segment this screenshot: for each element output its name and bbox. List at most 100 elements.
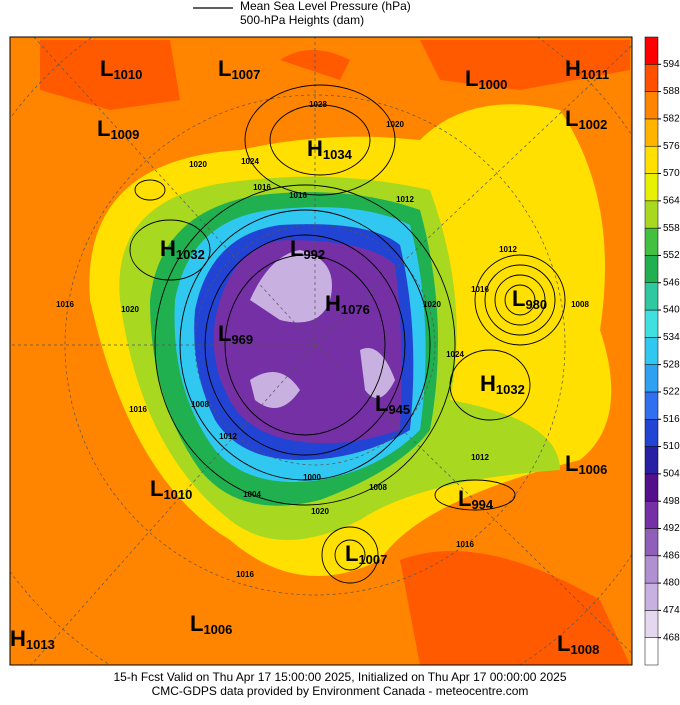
center-letter: L (100, 56, 113, 81)
isobar-label: 1028 (309, 100, 327, 109)
center-value: 1032 (496, 382, 525, 397)
colorbar-label: 480 (663, 578, 680, 589)
colorbar-box (644, 419, 659, 447)
isobars (129, 84, 566, 584)
colorbar-box (644, 227, 659, 256)
isobar-label: 1004 (243, 490, 261, 499)
pressure-center: L980 (512, 286, 547, 313)
isobar-label: 1008 (191, 400, 209, 409)
pressure-center: H1076 (325, 291, 370, 318)
colorbar-label: 468 (663, 632, 680, 643)
colorbar-box (644, 118, 659, 147)
colorbar-label: 546 (663, 277, 680, 288)
center-value: 1034 (323, 147, 353, 162)
pressure-center: H1034 (307, 136, 353, 163)
center-value: 1007 (231, 67, 260, 82)
center-value: 1011 (581, 67, 609, 82)
isobar-label: 1016 (471, 285, 489, 294)
center-letter: L (345, 541, 358, 566)
isobar-label: 1020 (121, 305, 139, 314)
pressure-center: L1010 (150, 476, 192, 503)
colorbar-label: 492 (663, 523, 680, 534)
colorbar-label: 570 (663, 168, 680, 179)
pressure-center: L945 (375, 391, 410, 418)
center-letter: L (375, 391, 388, 416)
colorbar-label: 552 (663, 250, 680, 261)
isobar-label: 1016 (456, 540, 474, 549)
center-letter: L (150, 476, 163, 501)
colorbar-box (644, 173, 659, 202)
pressure-center: H1013 (10, 626, 55, 653)
center-letter: L (565, 451, 578, 476)
pressure-center: L1007 (345, 541, 387, 568)
pressure-center: L1002 (565, 106, 607, 133)
pressure-center: H1011 (565, 56, 609, 83)
center-value: 980 (525, 297, 547, 312)
center-value: 1013 (26, 637, 55, 652)
center-letter: L (218, 56, 231, 81)
isobar-label: 1016 (289, 191, 307, 200)
heights-shade (40, 40, 630, 665)
isobar-label: 1016 (236, 570, 254, 579)
center-letter: L (512, 286, 525, 311)
center-letter: H (307, 136, 323, 161)
isobar-label: 1016 (253, 183, 271, 192)
isobar-label: 1012 (396, 195, 414, 204)
colorbar-label: 498 (663, 496, 680, 507)
colorbar-box (644, 555, 659, 584)
center-letter: L (97, 116, 110, 141)
legend-text: 500-hPa Heights (dam) (240, 13, 364, 27)
isobar-label: 1012 (471, 453, 489, 462)
colorbar-label: 522 (663, 387, 680, 398)
pressure-center: L994 (458, 486, 494, 513)
colorbar-label: 516 (663, 414, 680, 425)
center-value: 1010 (113, 67, 142, 82)
colorbar-label: 582 (663, 114, 680, 125)
map-frame (9, 36, 633, 666)
center-letter: H (325, 291, 341, 316)
pressure-center: L1000 (465, 66, 507, 93)
pressure-center: H1032 (160, 236, 205, 263)
center-letter: H (160, 236, 176, 261)
colorbar-box (644, 91, 659, 120)
center-value: 992 (303, 247, 325, 262)
isobar-label: 1024 (446, 350, 464, 359)
legend-text: Mean Sea Level Pressure (hPa) (240, 0, 411, 13)
colorbar-box (644, 36, 659, 65)
center-letter: L (218, 321, 231, 346)
isobar-label: 1020 (189, 160, 207, 169)
isobar-label: 1016 (129, 405, 147, 414)
colorbar-box (644, 200, 659, 229)
pressure-center: L1006 (190, 611, 232, 638)
center-value: 1009 (110, 127, 139, 142)
colorbar-box (644, 446, 659, 475)
colorbar-label: 558 (663, 223, 680, 234)
isobar-label: 1000 (303, 473, 321, 482)
footer-text: 15-h Fcst Valid on Thu Apr 17 15:00:00 2… (114, 670, 567, 684)
center-letter: H (565, 56, 581, 81)
center-value: 1032 (176, 247, 205, 262)
center-letter: L (557, 631, 570, 656)
colorbar-box (644, 582, 659, 611)
colorbar-label: 528 (663, 359, 680, 370)
pressure-center: L1008 (557, 631, 599, 658)
colorbar-box (644, 282, 659, 311)
colorbar-box (644, 309, 659, 338)
colorbar-label: 540 (663, 305, 680, 316)
pressure-center: H1032 (480, 371, 525, 398)
colorbar-box (644, 145, 659, 174)
center-letter: H (480, 371, 496, 396)
colorbar-box (644, 528, 659, 557)
colorbar-label: 474 (663, 605, 680, 616)
isobar-label: 1020 (311, 507, 329, 516)
center-value: 1000 (478, 77, 507, 92)
pressure-center: L992 (290, 236, 325, 263)
center-value: 1076 (341, 302, 370, 317)
isobar-label: 1020 (423, 300, 441, 309)
center-letter: L (190, 611, 203, 636)
isobar-label: 1012 (499, 245, 517, 254)
isobar-label: 1008 (571, 300, 589, 309)
